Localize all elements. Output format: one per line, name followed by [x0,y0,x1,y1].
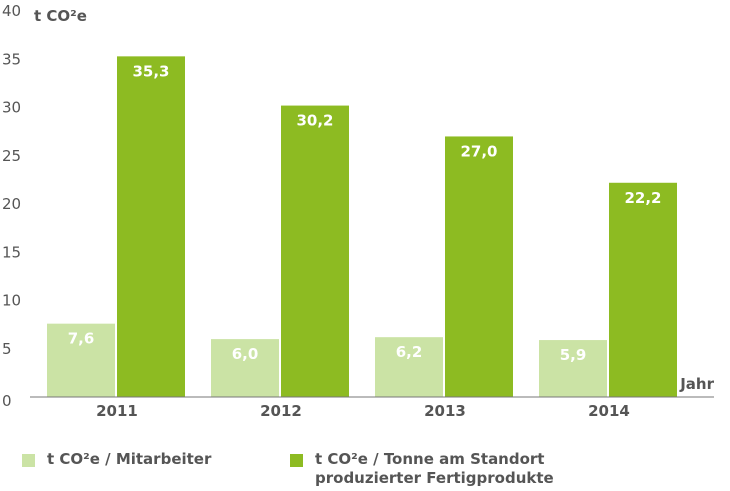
bar-mitarbeiter-2012 [211,339,279,397]
bar-tonne-2014 [609,182,677,397]
x-axis-title: Jahr [679,375,714,393]
y-tick-label: 20 [2,195,21,213]
data-label: 5,9 [560,346,587,364]
y-tick-label: 10 [2,292,21,310]
data-label: 22,2 [624,189,661,207]
legend-label-mitarbeiter: t CO²e / Mitarbeiter [47,450,212,468]
data-label: 35,3 [132,62,169,80]
y-axis: 0 5 10 15 20 25 30 35 40 [2,2,21,410]
x-axis-categories: 2011 2012 2013 2014 [96,402,630,420]
data-label: 6,2 [396,343,423,361]
y-tick-label: 35 [2,50,21,68]
bar-tonne-2011 [117,56,185,397]
data-label: 27,0 [460,142,497,160]
y-axis-title: t CO²e [34,7,87,25]
x-tick-label: 2013 [424,402,466,420]
data-label: 30,2 [296,112,333,130]
legend-label-tonne: t CO²e / Tonne am Standort produzierter … [315,450,554,488]
legend-label-tonne-line-2: produzierter Fertigprodukte [315,469,554,487]
x-tick-label: 2014 [588,402,630,420]
bar-mitarbeiter-2014 [539,340,607,397]
x-tick-label: 2011 [96,402,138,420]
legend-item-tonne: t CO²e / Tonne am Standort produzierter … [290,450,554,488]
bar-mitarbeiter-2013 [375,337,443,397]
bar-mitarbeiter-2011 [47,323,115,397]
y-tick-label: 0 [2,392,12,410]
y-tick-label: 5 [2,340,12,358]
y-tick-label: 30 [2,99,21,117]
legend-swatch-dark [290,454,303,467]
y-tick-label: 40 [2,2,21,20]
bar-tonne-2013 [445,136,513,397]
bars [47,56,677,397]
y-tick-label: 25 [2,147,21,165]
bar-tonne-2012 [281,105,349,397]
legend-swatch-light [22,454,35,467]
legend-item-mitarbeiter: t CO²e / Mitarbeiter [22,450,211,469]
data-labels: 7,6 35,3 6,0 30,2 6,2 27,0 5,9 22,2 [68,62,662,364]
y-tick-label: 15 [2,243,21,261]
data-label: 6,0 [232,345,259,363]
data-label: 7,6 [68,330,95,348]
legend-label-tonne-line-1: t CO²e / Tonne am Standort [315,450,545,468]
x-tick-label: 2012 [260,402,302,420]
